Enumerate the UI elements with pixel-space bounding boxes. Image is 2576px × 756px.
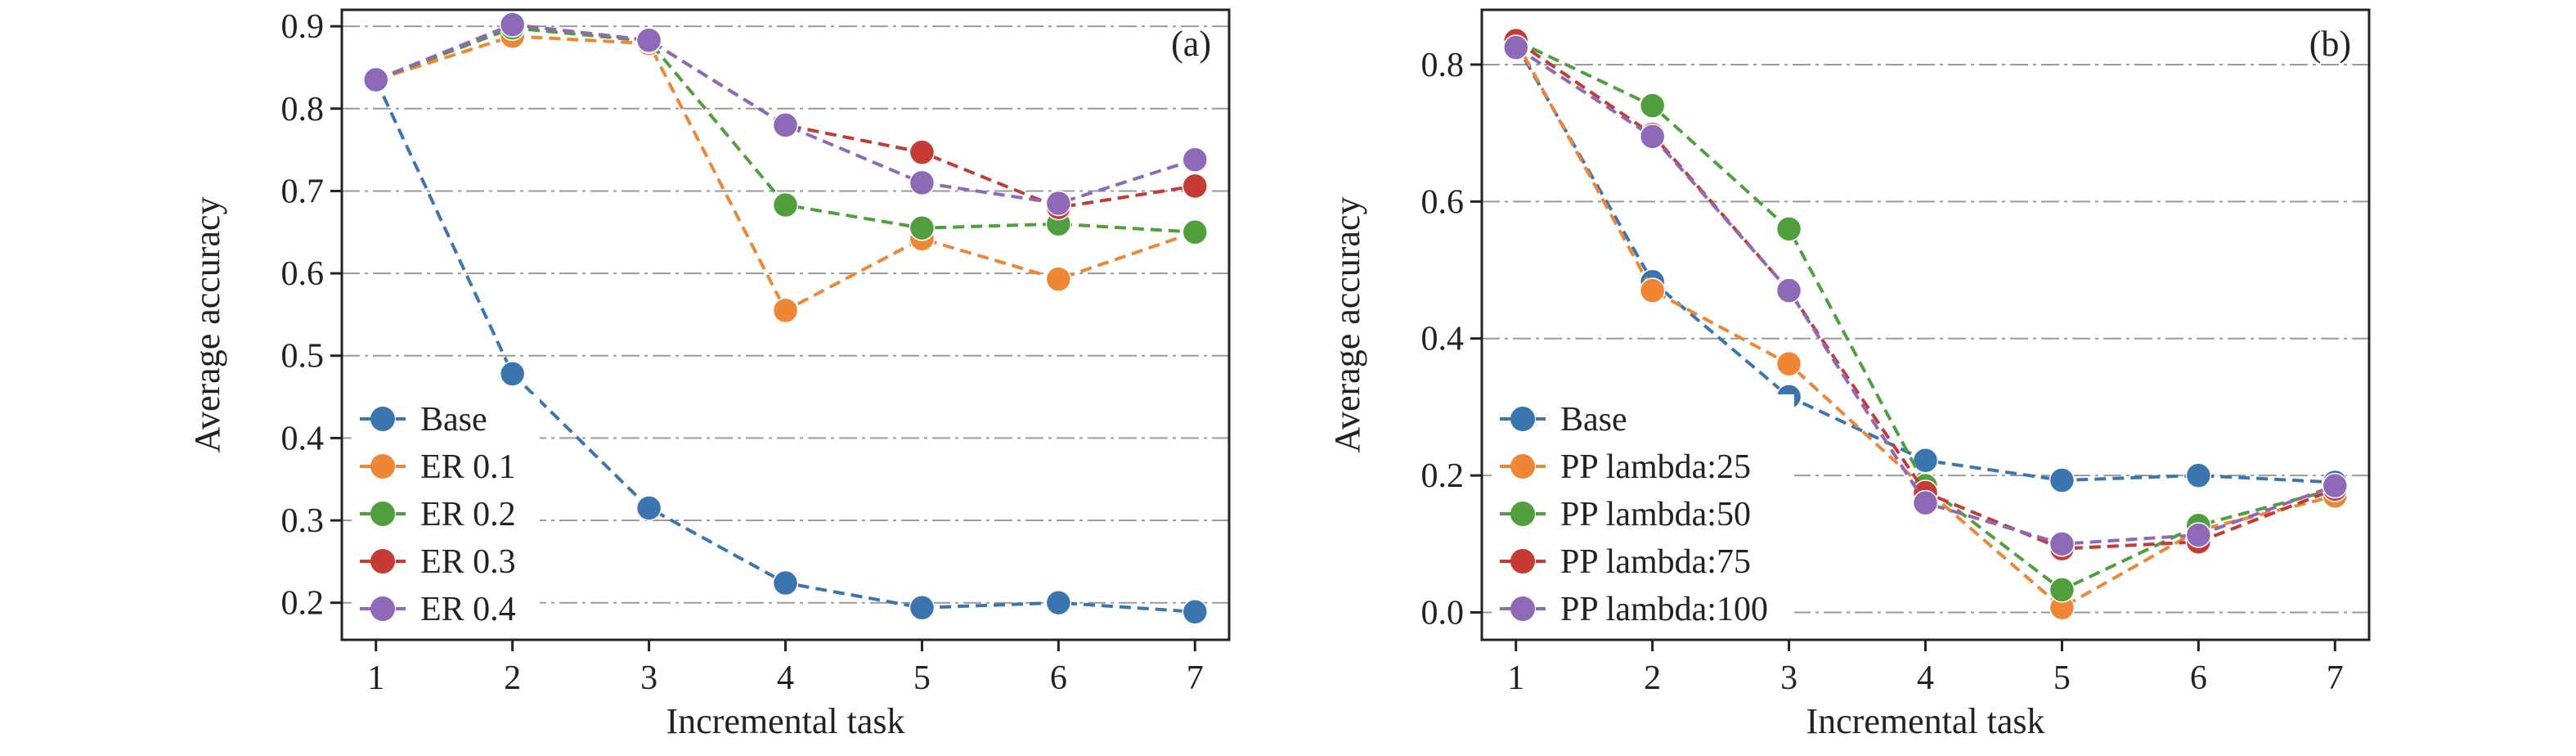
legend-marker-b-2 [1510, 502, 1535, 526]
y-axis-title-b: Average accuracy [1327, 196, 1367, 452]
legend-label-b-2: PP lambda:50 [1560, 496, 1751, 533]
y-tick-label-b-3: 0.6 [1421, 183, 1465, 221]
data-point-b-4-4 [2049, 531, 2076, 557]
x-tick-label-b-6: 7 [2327, 659, 2344, 697]
legend-label-a-3: ER 0.3 [420, 543, 516, 581]
chart-panel-b: 0.0 0.2 0.4 0.6 0.8 1 2 3 4 5 6 7 Incremental task Av… [1327, 8, 2371, 741]
data-point-b-4-5 [2185, 522, 2212, 548]
data-point-b-2-1 [1639, 92, 1666, 119]
x-tick-label-b-2: 3 [1780, 659, 1797, 697]
legend-marker-a-0 [370, 407, 395, 431]
x-tick-label-a-2: 3 [640, 659, 657, 697]
y-tick-label-b-0: 0.0 [1421, 595, 1465, 632]
legend-label-a-4: ER 0.4 [420, 591, 516, 628]
data-point-b-0-5 [2185, 462, 2212, 488]
y-tick-label-a-2: 0.4 [281, 420, 325, 457]
data-point-a-1-3 [772, 297, 799, 324]
legend-label-a-1: ER 0.1 [420, 448, 516, 486]
data-point-a-4-6 [1182, 146, 1209, 173]
y-tick-label-a-0: 0.2 [281, 585, 325, 623]
x-tick-label-b-0: 1 [1507, 659, 1524, 697]
data-point-a-3-4 [909, 139, 936, 165]
data-point-b-2-4 [2049, 577, 2076, 603]
x-tick-label-a-5: 6 [1050, 659, 1067, 697]
legend-label-a-2: ER 0.2 [420, 496, 516, 533]
legend-marker-b-1 [1510, 454, 1535, 479]
data-point-a-3-6 [1182, 173, 1209, 200]
x-tick-label-b-5: 6 [2190, 659, 2207, 697]
data-point-b-1-1 [1639, 277, 1666, 304]
data-point-b-4-2 [1775, 277, 1802, 304]
chart-panel-a: 0.2 0.3 0.4 0.5 0.6 0.7 0.8 0.9 1 2 3 4 5 6 7 Increment… [187, 8, 1231, 741]
data-point-a-2-3 [772, 191, 799, 218]
y-tick-label-a-4: 0.6 [281, 255, 325, 293]
x-tick-label-a-3: 4 [777, 659, 794, 697]
legend-marker-a-1 [370, 454, 395, 479]
data-point-a-4-5 [1045, 190, 1072, 217]
legend-marker-a-2 [370, 502, 395, 526]
data-point-b-4-1 [1639, 124, 1666, 150]
legend-label-b-0: Base [1560, 401, 1627, 439]
legend-marker-a-4 [370, 596, 395, 621]
data-point-b-4-0 [1502, 34, 1529, 61]
y-tick-label-b-1: 0.2 [1421, 457, 1465, 495]
data-point-a-0-3 [772, 569, 799, 596]
data-point-a-4-0 [362, 66, 389, 93]
data-point-a-0-5 [1045, 589, 1072, 616]
data-point-a-4-2 [635, 27, 662, 53]
data-point-a-0-4 [909, 594, 936, 621]
legend-label-b-1: PP lambda:25 [1560, 448, 1751, 486]
data-point-a-4-1 [499, 11, 526, 38]
x-tick-label-a-1: 2 [504, 659, 521, 697]
y-axis-title-a: Average accuracy [187, 196, 227, 452]
y-tick-label-a-5: 0.7 [281, 173, 325, 210]
data-point-b-1-2 [1775, 350, 1802, 377]
y-tick-label-a-6: 0.8 [281, 91, 325, 128]
data-point-b-4-3 [1912, 489, 1939, 516]
x-tick-label-b-1: 2 [1644, 659, 1661, 697]
legend-marker-b-3 [1510, 549, 1535, 574]
legend-label-a-0: Base [420, 401, 487, 439]
legend-marker-b-4 [1510, 596, 1535, 621]
data-point-a-0-6 [1182, 599, 1209, 625]
data-point-a-2-4 [909, 214, 936, 241]
x-tick-label-b-3: 4 [1917, 659, 1934, 697]
legend-marker-a-3 [370, 549, 395, 574]
panel-label-b: (b) [2309, 24, 2351, 64]
data-point-a-4-4 [909, 169, 936, 196]
y-tick-label-a-1: 0.3 [281, 502, 325, 540]
data-point-a-0-1 [499, 361, 526, 387]
data-point-b-0-4 [2049, 467, 2076, 493]
data-point-a-0-2 [635, 495, 662, 521]
x-axis-title-b: Incremental task [1806, 701, 2045, 741]
y-tick-label-b-2: 0.4 [1421, 321, 1465, 358]
y-tick-label-a-7: 0.9 [281, 8, 325, 46]
legend-marker-b-0 [1510, 407, 1535, 431]
series-line-a-1 [375, 34, 1196, 313]
y-tick-label-b-4: 0.8 [1421, 47, 1465, 84]
legend-label-b-3: PP lambda:75 [1560, 543, 1751, 581]
y-tick-label-a-3: 0.5 [281, 338, 325, 376]
data-point-b-0-3 [1912, 447, 1939, 474]
data-point-b-2-2 [1775, 216, 1802, 242]
x-axis-title-a: Incremental task [666, 701, 905, 741]
data-point-a-1-5 [1045, 266, 1072, 292]
x-tick-label-a-4: 5 [913, 659, 931, 697]
x-tick-label-b-4: 5 [2053, 659, 2071, 697]
data-point-a-2-6 [1182, 219, 1209, 245]
data-point-b-4-6 [2322, 472, 2349, 499]
legend-label-b-4: PP lambda:100 [1560, 591, 1768, 628]
x-tick-label-a-0: 1 [367, 659, 384, 697]
x-tick-label-a-6: 7 [1187, 659, 1204, 697]
panel-label-a: (a) [1171, 24, 1211, 64]
data-point-a-4-3 [772, 112, 799, 138]
